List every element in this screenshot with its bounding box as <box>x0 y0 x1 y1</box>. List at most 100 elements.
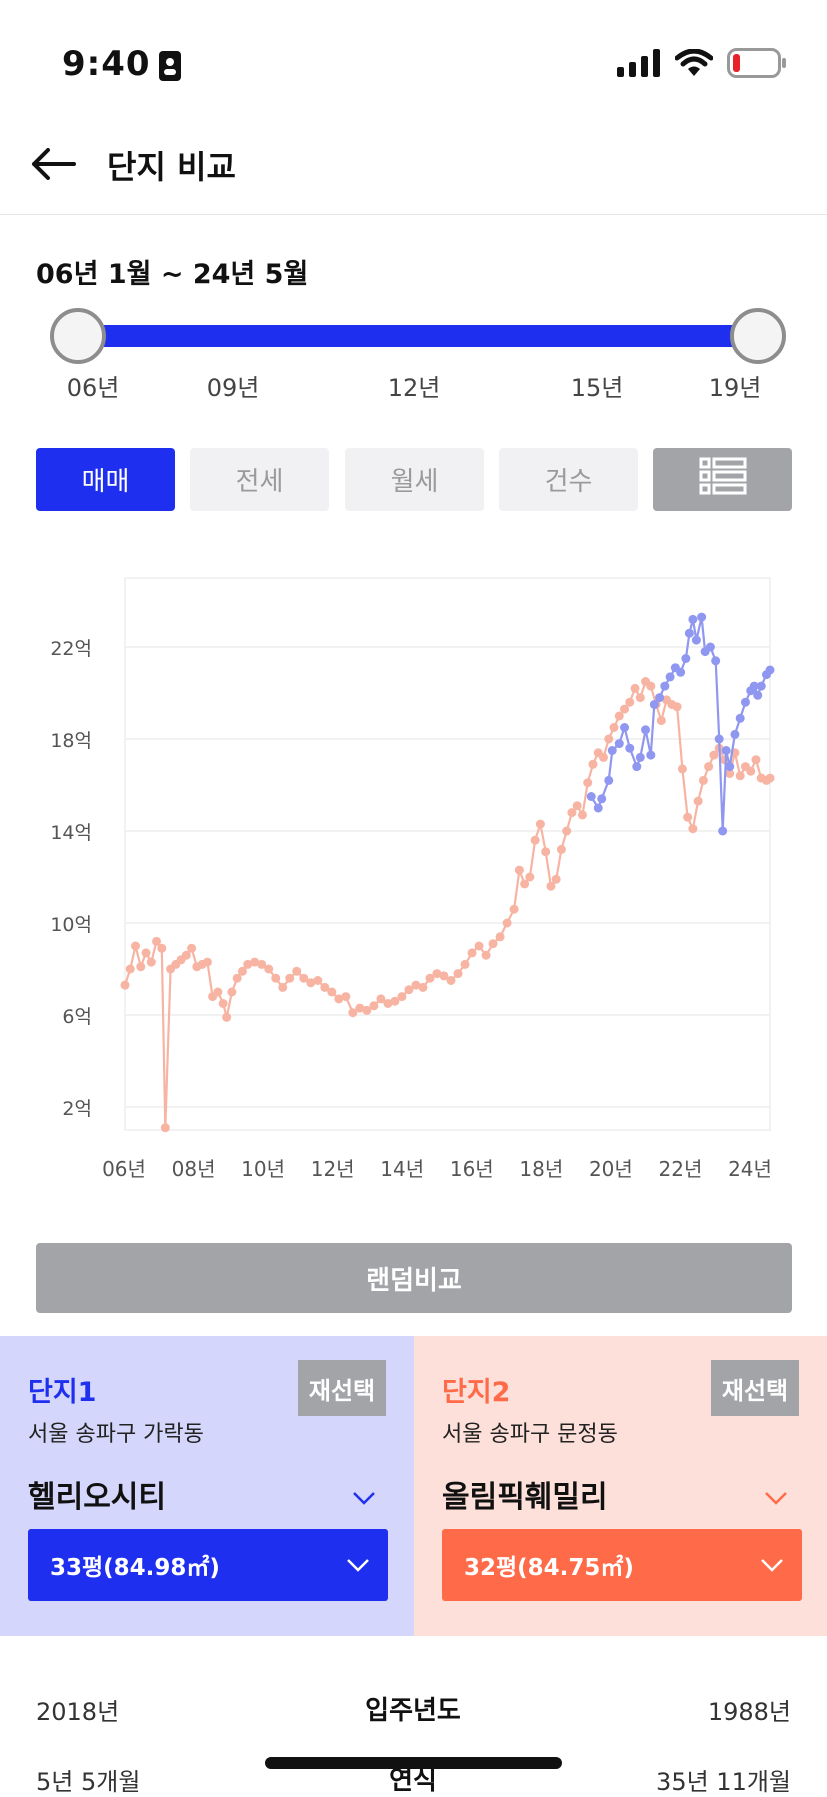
series-complex2-point <box>404 985 414 995</box>
series-complex1-point <box>646 750 656 760</box>
range-end-handle[interactable] <box>730 308 786 364</box>
tab-sale[interactable]: 매매 <box>36 448 175 511</box>
complex1-move-in-year: 2018년 <box>36 1698 120 1726</box>
range-tick: 19년 <box>708 374 762 402</box>
random-compare-button[interactable]: 랜덤비교 <box>36 1243 792 1313</box>
complex2-reselect-button[interactable]: 재선택 <box>711 1360 799 1416</box>
series-complex2-point <box>227 987 237 997</box>
complex2-name[interactable]: 올림픽훼밀리 <box>442 1480 608 1515</box>
series-complex2-point <box>446 976 456 985</box>
series-complex2-point <box>299 973 309 983</box>
series-complex2-point <box>146 957 156 967</box>
series-complex1-point <box>660 681 670 691</box>
complex1-panel: 단지1 재선택 서울 송파구 가락동 헬리오시티 33평(84.98㎡) <box>0 1336 414 1636</box>
chart-x-tick-label: 10년 <box>241 1157 285 1181</box>
series-complex2-point <box>541 847 551 857</box>
complex1-reselect-button[interactable]: 재선택 <box>298 1360 386 1416</box>
series-complex2-point <box>181 950 191 960</box>
range-slider-track[interactable] <box>76 325 752 347</box>
complex1-name[interactable]: 헬리오시티 <box>28 1480 166 1515</box>
series-complex1-point <box>604 775 614 785</box>
series-complex2-point <box>562 826 572 836</box>
complex1-title: 단지1 <box>28 1377 97 1408</box>
series-complex2-point <box>725 769 735 778</box>
series-complex1-point <box>730 729 740 739</box>
complex2-size-select[interactable]: 32평(84.75㎡) <box>442 1529 802 1601</box>
series-complex2-point <box>672 702 682 712</box>
chart-y-tick-label: 6억 <box>62 1006 92 1028</box>
series-complex2-point <box>495 932 505 942</box>
chart-x-tick-label: 22년 <box>659 1157 703 1181</box>
tab-jeonse[interactable]: 전세 <box>190 448 329 511</box>
series-complex2-point <box>525 872 535 882</box>
chart-y-tick-label: 2억 <box>62 1098 92 1120</box>
chart-y-tick-label: 10억 <box>50 914 92 936</box>
series-complex2-point <box>232 973 242 983</box>
chart-x-tick-label: 12년 <box>311 1157 355 1181</box>
chart-x-tick-label: 18년 <box>519 1157 563 1181</box>
series-complex1-point <box>641 725 651 735</box>
list-view-icon <box>698 456 748 503</box>
series-complex1-point <box>684 628 694 638</box>
series-complex2-point <box>213 987 223 997</box>
series-complex1-point <box>714 734 724 744</box>
series-complex1-point <box>749 681 759 691</box>
series-complex1-point <box>614 739 624 749</box>
series-complex1-point <box>586 792 596 801</box>
back-arrow-icon[interactable] <box>28 144 78 184</box>
series-complex2-point <box>202 957 212 967</box>
series-complex2-point <box>474 941 484 951</box>
series-complex2-point <box>152 936 162 946</box>
series-complex1-point <box>725 762 735 772</box>
series-complex1-point <box>649 700 659 709</box>
series-complex2-point <box>292 966 302 976</box>
series-complex2-point <box>765 773 775 783</box>
series-complex1-point <box>597 794 607 804</box>
id-card-icon <box>158 50 182 86</box>
series-complex1-line <box>590 616 771 832</box>
complex2-address: 서울 송파구 문정동 <box>442 1422 618 1447</box>
series-complex2-point <box>397 992 407 1002</box>
series-complex2-point <box>646 681 656 691</box>
series-complex2-point <box>218 999 228 1008</box>
complex1-age: 5년 5개월 <box>36 1768 141 1796</box>
list-view-button[interactable] <box>653 448 792 511</box>
chevron-down-icon[interactable] <box>762 1484 790 1512</box>
series-complex2-point <box>271 973 281 983</box>
complex1-address: 서울 송파구 가락동 <box>28 1422 204 1447</box>
series-complex2-point <box>425 973 435 983</box>
series-complex2-point <box>635 693 645 703</box>
series-complex1-point <box>676 667 686 677</box>
series-complex2-point <box>572 801 582 811</box>
chart-x-tick-label: 16년 <box>450 1157 494 1181</box>
chart-x-tick-label: 14년 <box>380 1157 424 1181</box>
range-tick: 15년 <box>570 374 624 402</box>
tab-monthly-rent[interactable]: 월세 <box>345 448 484 511</box>
series-complex1-point <box>655 693 665 703</box>
series-complex2-point <box>390 996 400 1006</box>
series-complex2-point <box>588 759 598 769</box>
series-complex2-point <box>488 939 498 949</box>
series-complex2-point <box>257 959 267 969</box>
complex2-size-value: 32평(84.75㎡) <box>464 1555 634 1581</box>
series-complex2-point <box>278 982 288 992</box>
series-complex1-point <box>753 690 763 700</box>
series-complex2-line <box>123 679 771 1128</box>
tab-count[interactable]: 건수 <box>499 448 638 511</box>
complex1-size-value: 33평(84.98㎡) <box>50 1555 220 1581</box>
series-complex2-point <box>160 1123 170 1133</box>
chart-x-tick-label: 24년 <box>728 1157 772 1181</box>
series-complex1-point <box>735 713 745 723</box>
series-complex1-point <box>705 642 715 652</box>
series-complex2-point <box>439 971 449 981</box>
series-complex2-point <box>577 810 587 820</box>
series-complex2-point <box>698 775 708 785</box>
chevron-down-icon[interactable] <box>350 1484 378 1512</box>
series-complex1-point <box>607 746 617 755</box>
series-complex2-point <box>348 1008 358 1018</box>
series-complex1-point <box>625 743 635 753</box>
series-complex2-point <box>125 964 135 974</box>
complex1-size-select[interactable]: 33평(84.98㎡) <box>28 1529 388 1601</box>
range-start-handle[interactable] <box>50 308 106 364</box>
series-complex1-point <box>721 746 731 755</box>
